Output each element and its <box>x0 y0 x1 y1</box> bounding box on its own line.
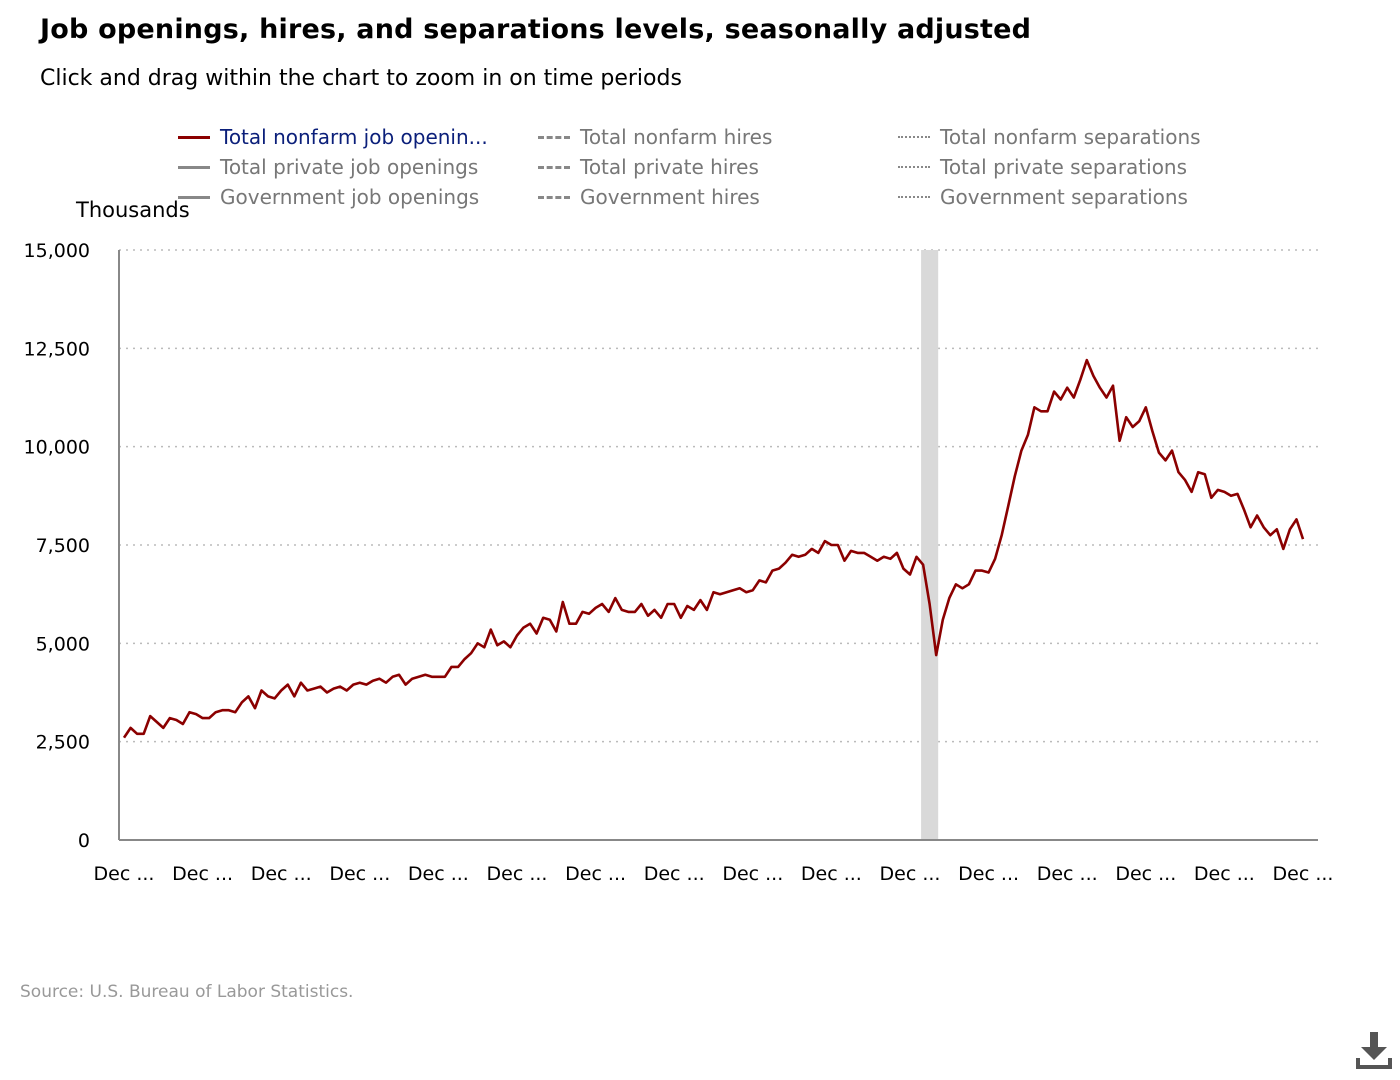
y-axis-unit-label: Thousands <box>76 198 190 222</box>
y-tick-label: 5,000 <box>36 633 90 655</box>
download-button[interactable] <box>1354 1030 1394 1072</box>
legend-solid-line-icon <box>178 135 210 139</box>
recession-band <box>921 250 939 840</box>
legend-label: Government job openings <box>220 185 480 209</box>
y-tick-label: 12,500 <box>24 338 90 360</box>
legend-solid-line-icon <box>178 195 210 199</box>
legend-label: Government hires <box>580 185 760 209</box>
legend-item-government-separations[interactable]: Government separations <box>898 185 1188 209</box>
legend-dashed-line-icon <box>538 165 570 169</box>
legend-label: Total private hires <box>580 155 759 179</box>
x-tick-label: Dec ... <box>1115 863 1176 885</box>
y-tick-label: 15,000 <box>24 240 90 262</box>
x-tick-label: Dec ... <box>1194 863 1255 885</box>
x-tick-label: Dec ... <box>644 863 705 885</box>
y-tick-labels: 0 2,500 5,000 7,500 10,000 12,500 15,000 <box>24 240 90 852</box>
x-tick-label: Dec ... <box>1037 863 1098 885</box>
legend-item-government-job-openings[interactable]: Government job openings <box>178 185 479 209</box>
legend-label: Total private separations <box>940 155 1188 179</box>
x-tick-label: Dec ... <box>1273 863 1334 885</box>
y-tick-label: 10,000 <box>24 437 90 459</box>
chart-title: Job openings, hires, and separations lev… <box>40 14 1032 45</box>
legend-item-total-private-separations[interactable]: Total private separations <box>898 155 1187 179</box>
download-icon <box>1356 1032 1392 1069</box>
x-tick-label: Dec ... <box>722 863 783 885</box>
legend-label: Government separations <box>940 185 1188 209</box>
legend-dotted-line-icon <box>898 196 930 198</box>
legend-label: Total nonfarm hires <box>580 125 773 149</box>
y-tick-label: 2,500 <box>36 732 90 754</box>
legend-label: Total private job openings <box>220 155 479 179</box>
legend-item-total-nonfarm-separations[interactable]: Total nonfarm separations <box>898 125 1201 149</box>
x-tick-labels: Dec ... Dec ... Dec ... Dec ... Dec ... Dec .… <box>94 863 1334 885</box>
legend-solid-line-icon <box>178 165 210 169</box>
chart-subtitle: Click and drag within the chart to zoom … <box>40 66 682 91</box>
legend-item-total-nonfarm-job-openings[interactable]: Total nonfarm job openin... <box>178 125 488 149</box>
x-tick-label: Dec ... <box>408 863 469 885</box>
legend-item-total-private-job-openings[interactable]: Total private job openings <box>178 155 478 179</box>
legend-dashed-line-icon <box>538 135 570 139</box>
legend: Total nonfarm job openin... Total privat… <box>178 122 1278 218</box>
axes <box>118 250 1318 841</box>
legend-dotted-line-icon <box>898 166 930 168</box>
source-note: Source: U.S. Bureau of Labor Statistics. <box>20 982 354 1002</box>
series-line-total-nonfarm-job-openings <box>122 358 1305 739</box>
y-tick-label: 7,500 <box>36 535 90 557</box>
series-lines <box>122 358 1305 739</box>
x-tick-label: Dec ... <box>94 863 155 885</box>
legend-dotted-line-icon <box>898 136 930 138</box>
y-tick-label: 0 <box>78 830 90 852</box>
x-tick-label: Dec ... <box>565 863 626 885</box>
recession-shading <box>921 250 939 840</box>
legend-label: Total nonfarm separations <box>940 125 1201 149</box>
x-tick-label: Dec ... <box>172 863 233 885</box>
legend-item-total-private-hires[interactable]: Total private hires <box>538 155 759 179</box>
legend-dashed-line-icon <box>538 195 570 199</box>
x-tick-label: Dec ... <box>801 863 862 885</box>
x-tick-label: Dec ... <box>487 863 548 885</box>
legend-item-total-nonfarm-hires[interactable]: Total nonfarm hires <box>538 125 772 149</box>
x-tick-label: Dec ... <box>880 863 941 885</box>
x-tick-label: Dec ... <box>958 863 1019 885</box>
chart-plot-area[interactable]: 0 2,500 5,000 7,500 10,000 12,500 15,000 Dec .… <box>0 0 1400 920</box>
x-tick-label: Dec ... <box>251 863 312 885</box>
legend-label: Total nonfarm job openin... <box>220 125 488 149</box>
gridlines <box>119 249 1318 743</box>
x-tick-label: Dec ... <box>329 863 390 885</box>
legend-item-government-hires[interactable]: Government hires <box>538 185 760 209</box>
